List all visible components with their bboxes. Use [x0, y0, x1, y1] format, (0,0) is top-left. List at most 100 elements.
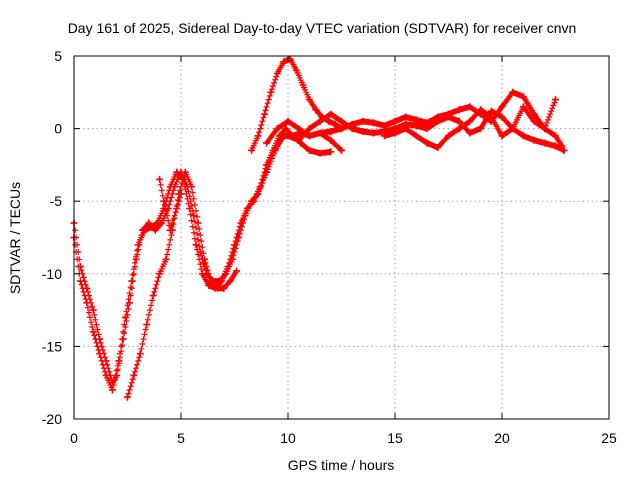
data-point [261, 110, 268, 118]
data-point [162, 255, 170, 263]
data-point [173, 205, 181, 212]
data-point [434, 117, 442, 125]
data-point [273, 125, 281, 133]
data-point [273, 69, 281, 77]
data-point [498, 113, 506, 121]
data-point [284, 117, 292, 125]
data-point [237, 219, 245, 227]
data-point [305, 125, 313, 133]
data-point [115, 357, 123, 365]
data-point [205, 281, 213, 289]
data-point [455, 106, 463, 114]
x-tick-label: 15 [387, 430, 403, 446]
data-point [188, 183, 196, 191]
data-point [316, 129, 324, 137]
series-track-7 [284, 107, 568, 154]
data-point [445, 113, 452, 121]
data-point [423, 125, 431, 133]
data-point [136, 350, 144, 358]
data-point [434, 144, 442, 151]
data-point [391, 129, 399, 137]
data-point [154, 219, 161, 227]
data-point [477, 106, 485, 114]
data-point [305, 146, 313, 154]
data-point [412, 122, 420, 130]
data-point [243, 205, 251, 212]
data-point [305, 96, 313, 104]
y-tick-label: -20 [42, 411, 62, 427]
data-point [218, 277, 226, 285]
data-point [263, 161, 271, 169]
data-point [226, 277, 234, 285]
data-point [295, 125, 303, 133]
data-point [370, 129, 378, 137]
data-point [325, 117, 333, 125]
y-tick-label: 0 [54, 121, 62, 137]
data-point [160, 197, 168, 205]
data-point [552, 96, 559, 104]
data-point [156, 175, 164, 183]
data-point [445, 132, 452, 140]
data-point [412, 132, 420, 140]
data-point [166, 226, 174, 234]
data-point [519, 93, 527, 101]
data-point [121, 313, 129, 321]
data-point [498, 132, 506, 140]
y-tick-label: -5 [50, 193, 63, 209]
data-point [466, 117, 474, 125]
data-point [151, 226, 159, 234]
data-point [181, 168, 189, 176]
data-point [305, 132, 313, 140]
data-point [263, 139, 271, 147]
data-point [220, 284, 228, 292]
data-point [89, 306, 97, 314]
data-point [380, 132, 388, 140]
data-point [560, 146, 568, 154]
data-point [198, 270, 206, 278]
data-point [312, 106, 320, 114]
y-tick-label: -10 [42, 266, 62, 282]
series-track-3 [124, 168, 241, 401]
data-point [359, 128, 367, 135]
data-point [327, 148, 335, 156]
data-point [83, 299, 91, 307]
data-point [477, 125, 485, 133]
data-point [186, 205, 194, 212]
data-point [149, 292, 157, 300]
data-point [248, 146, 256, 154]
data-point [316, 149, 324, 157]
data-point [124, 393, 131, 401]
data-point [275, 132, 283, 140]
data-point [541, 139, 549, 147]
y-tick-label: -15 [42, 338, 62, 354]
x-tick-label: 0 [70, 430, 78, 446]
data-point [338, 125, 345, 133]
data-point [370, 119, 378, 127]
data-point [466, 103, 474, 111]
data-point [348, 125, 356, 133]
data-point [327, 128, 335, 135]
axis-ticks: 0 5 10 15 20 25 -20 -15 -10 -5 0 5 [42, 48, 617, 446]
x-tick-label: 25 [601, 430, 617, 446]
grid [74, 56, 609, 419]
data-point [280, 58, 288, 66]
data-point [455, 125, 463, 133]
data-point [530, 117, 538, 125]
y-tick-label: 5 [54, 48, 62, 64]
data-point [190, 212, 198, 220]
data-point [391, 117, 399, 125]
data-point [231, 241, 238, 249]
data-point [207, 277, 215, 285]
data-point [359, 117, 367, 125]
data-series [70, 55, 568, 401]
data-marker-trail [71, 130, 345, 386]
data-point [316, 117, 324, 125]
data-point [338, 117, 345, 125]
data-point [96, 350, 104, 358]
data-point [201, 255, 208, 263]
data-point [250, 197, 258, 205]
data-point [130, 371, 138, 379]
data-point [192, 241, 200, 249]
series-track-8 [380, 96, 559, 151]
